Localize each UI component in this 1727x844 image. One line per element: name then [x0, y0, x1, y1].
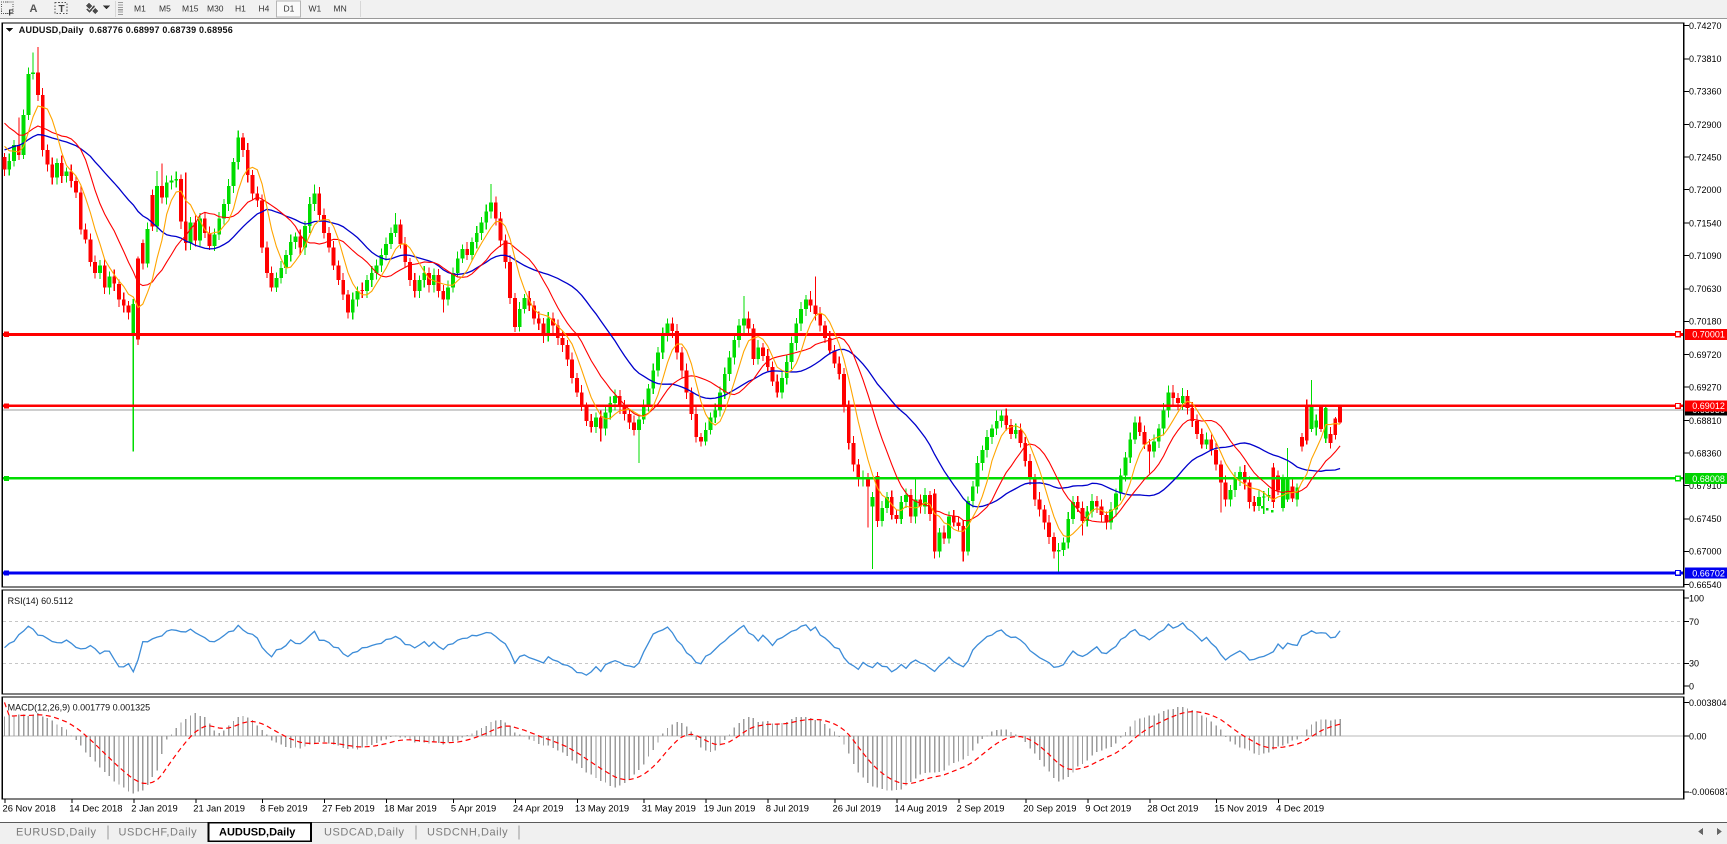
svg-text:4 Dec 2019: 4 Dec 2019 [1276, 802, 1324, 813]
svg-text:0.73360: 0.73360 [1689, 87, 1722, 97]
svg-text:26 Nov 2018: 26 Nov 2018 [3, 802, 56, 813]
svg-text:24 Apr 2019: 24 Apr 2019 [513, 802, 564, 813]
svg-text:W1: W1 [309, 4, 322, 14]
svg-text:20 Sep 2019: 20 Sep 2019 [1023, 802, 1076, 813]
svg-text:30: 30 [1689, 659, 1699, 669]
svg-text:0.71540: 0.71540 [1689, 218, 1722, 228]
svg-text:MACD(12,26,9) 0.001779 0.00132: MACD(12,26,9) 0.001779 0.001325 [8, 703, 151, 713]
svg-text:0.70001: 0.70001 [1692, 330, 1725, 340]
svg-text:28 Oct 2019: 28 Oct 2019 [1147, 802, 1198, 813]
svg-text:0.72900: 0.72900 [1689, 120, 1722, 130]
svg-text:0.66540: 0.66540 [1689, 580, 1722, 590]
svg-text:21 Jan 2019: 21 Jan 2019 [193, 802, 245, 813]
svg-text:H1: H1 [235, 4, 246, 14]
svg-text:15 Nov 2019: 15 Nov 2019 [1214, 802, 1267, 813]
svg-text:0.67450: 0.67450 [1689, 514, 1722, 524]
svg-text:70: 70 [1689, 617, 1699, 627]
svg-text:M1: M1 [134, 4, 146, 14]
svg-text:0.72000: 0.72000 [1689, 185, 1722, 195]
svg-text:31 May 2019: 31 May 2019 [642, 802, 696, 813]
svg-text:0.003804: 0.003804 [1689, 698, 1727, 708]
svg-text:0.66702: 0.66702 [1692, 568, 1725, 578]
svg-text:AUDUSD,Daily 0.68776 0.68997: AUDUSD,Daily 0.68776 0.68997 0.68739 0.6… [19, 25, 233, 35]
svg-text:18 Mar 2019: 18 Mar 2019 [384, 802, 437, 813]
svg-text:0.69270: 0.69270 [1689, 382, 1722, 392]
svg-text:RSI(14) 60.5112: RSI(14) 60.5112 [8, 596, 73, 606]
svg-text:14 Dec 2018: 14 Dec 2018 [69, 802, 122, 813]
svg-text:100: 100 [1689, 593, 1704, 603]
svg-text:0.69720: 0.69720 [1689, 350, 1722, 360]
svg-text:26 Jul 2019: 26 Jul 2019 [833, 802, 881, 813]
svg-text:0.68810: 0.68810 [1689, 416, 1722, 426]
svg-text:0.74270: 0.74270 [1689, 21, 1722, 31]
svg-text:9 Oct 2019: 9 Oct 2019 [1085, 802, 1131, 813]
svg-text:M30: M30 [207, 4, 224, 14]
svg-text:5 Apr 2019: 5 Apr 2019 [451, 802, 496, 813]
svg-text:F: F [9, 9, 14, 18]
svg-text:13 May 2019: 13 May 2019 [575, 802, 629, 813]
svg-text:T: T [59, 4, 65, 15]
svg-text:A: A [30, 3, 38, 15]
svg-text:USDCNH,Daily: USDCNH,Daily [427, 827, 508, 839]
svg-text:-0.006087: -0.006087 [1689, 787, 1727, 797]
svg-text:0.69012: 0.69012 [1692, 401, 1725, 411]
svg-text:14 Aug 2019: 14 Aug 2019 [895, 802, 948, 813]
svg-text:H4: H4 [259, 4, 270, 14]
svg-text:M5: M5 [159, 4, 171, 14]
svg-text:D1: D1 [284, 4, 295, 14]
svg-text:M15: M15 [182, 4, 199, 14]
svg-text:0.00: 0.00 [1689, 731, 1707, 741]
svg-text:0.71090: 0.71090 [1689, 251, 1722, 261]
svg-text:27 Feb 2019: 27 Feb 2019 [322, 802, 375, 813]
svg-text:0.67910: 0.67910 [1689, 481, 1722, 491]
svg-text:8 Jul 2019: 8 Jul 2019 [766, 802, 809, 813]
svg-text:2 Jan 2019: 2 Jan 2019 [131, 802, 177, 813]
svg-text:EURUSD,Daily: EURUSD,Daily [16, 827, 97, 839]
svg-text:0.67000: 0.67000 [1689, 547, 1722, 557]
svg-text:0.68360: 0.68360 [1689, 448, 1722, 458]
svg-text:0.73810: 0.73810 [1689, 54, 1722, 64]
svg-text:0.72450: 0.72450 [1689, 152, 1722, 162]
svg-text:0.70630: 0.70630 [1689, 284, 1722, 294]
svg-text:USDCAD,Daily: USDCAD,Daily [324, 827, 405, 839]
svg-text:AUDUSD,Daily: AUDUSD,Daily [219, 827, 296, 839]
svg-text:19 Jun 2019: 19 Jun 2019 [704, 802, 756, 813]
svg-text:0.70180: 0.70180 [1689, 317, 1722, 327]
svg-text:8 Feb 2019: 8 Feb 2019 [260, 802, 307, 813]
svg-text:0: 0 [1689, 681, 1694, 691]
svg-text:USDCHF,Daily: USDCHF,Daily [119, 827, 198, 839]
svg-text:MN: MN [334, 4, 347, 14]
svg-text:0.68008: 0.68008 [1692, 474, 1725, 484]
svg-text:2 Sep 2019: 2 Sep 2019 [957, 802, 1005, 813]
